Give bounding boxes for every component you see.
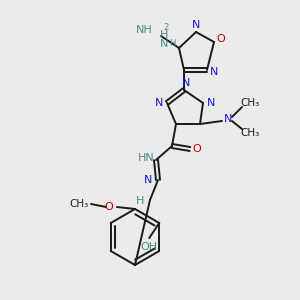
Text: H: H: [136, 196, 144, 206]
Text: N: N: [210, 67, 218, 77]
Text: N: N: [224, 114, 232, 124]
Text: HN: HN: [138, 153, 154, 163]
Text: H: H: [169, 40, 175, 49]
Text: H: H: [160, 30, 168, 40]
Text: N: N: [144, 175, 152, 185]
Text: O: O: [105, 202, 113, 212]
Text: N: N: [160, 39, 168, 49]
Text: OH: OH: [141, 242, 158, 252]
Text: N: N: [182, 78, 190, 88]
Text: NH: NH: [136, 25, 153, 35]
Text: N: N: [192, 20, 200, 30]
Text: CH₃: CH₃: [240, 128, 260, 138]
Text: O: O: [217, 34, 225, 44]
Text: CH₃: CH₃: [240, 98, 260, 108]
Text: N: N: [207, 98, 215, 108]
Text: 2: 2: [163, 23, 168, 32]
Text: O: O: [193, 144, 201, 154]
Text: N: N: [155, 98, 163, 108]
Text: CH₃: CH₃: [69, 199, 88, 209]
